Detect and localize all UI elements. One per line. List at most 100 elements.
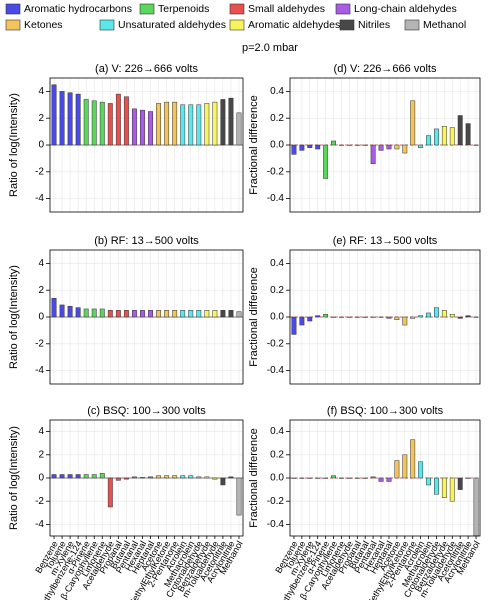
bar [228, 97, 234, 146]
bar [441, 125, 447, 146]
bar [236, 477, 242, 516]
bar [123, 96, 129, 146]
bar [131, 310, 137, 318]
bar [370, 144, 376, 165]
bar [378, 144, 384, 151]
bar [140, 310, 145, 318]
bar [164, 101, 170, 146]
panel-title: (e) RF: 13→500 volts [333, 235, 438, 247]
bar [291, 144, 297, 155]
bar [196, 310, 202, 318]
bar [99, 101, 105, 146]
bar [386, 477, 392, 482]
y-tick-label: -4 [35, 365, 44, 376]
y-tick-label: 4 [38, 426, 44, 437]
y-tick-label: 2 [38, 449, 44, 460]
legend-label: Ketones [24, 19, 63, 31]
bar [220, 310, 226, 318]
y-axis-label: Fractional difference [248, 267, 260, 366]
legend-swatch [229, 3, 245, 15]
bar [220, 99, 226, 146]
y-tick-label: 2 [38, 285, 44, 296]
bar [402, 454, 408, 479]
y-tick-label: 0.4 [270, 86, 284, 97]
plot-frame [49, 419, 244, 537]
bar [204, 310, 210, 318]
y-tick-label: 2 [38, 113, 44, 124]
bar [140, 477, 145, 479]
bar [99, 473, 105, 479]
y-tick-label: -0.4 [267, 519, 285, 530]
panel-title: (b) RF: 13→500 volts [94, 235, 199, 247]
y-tick-label: 0 [38, 312, 44, 323]
bar [164, 310, 170, 318]
bar [418, 461, 424, 479]
bar [67, 474, 73, 479]
bar [473, 477, 479, 537]
legend-swatch [139, 3, 155, 15]
bar [418, 144, 424, 148]
legend-swatch [404, 19, 420, 31]
bar [394, 316, 400, 320]
panel-title: (a) V: 226→666 volts [95, 63, 198, 75]
bar [107, 477, 113, 508]
legend-swatch [5, 3, 21, 15]
y-tick-label: -2 [35, 338, 44, 349]
bar [457, 316, 463, 319]
bar [236, 112, 242, 146]
plot-frame [289, 77, 481, 213]
bar [291, 316, 297, 335]
legend-label: Small aldehydes [248, 3, 325, 15]
bar [410, 439, 416, 479]
bar [59, 304, 65, 318]
bar [172, 101, 178, 146]
bar [386, 144, 392, 150]
bar [67, 92, 73, 146]
bar [402, 316, 408, 326]
bar [441, 310, 447, 318]
bar [75, 307, 81, 318]
bar [164, 475, 170, 479]
bar [180, 310, 186, 318]
bar [434, 307, 439, 318]
bar [51, 474, 57, 479]
bar [426, 477, 431, 486]
panel-title: (d) V: 226→666 volts [334, 63, 437, 75]
bar [212, 477, 218, 480]
panel-title: (c) BSQ: 100→300 volts [87, 405, 206, 417]
y-tick-label: 0.0 [270, 312, 284, 323]
y-axis-label: Ratio of log(Intensity) [8, 265, 20, 369]
bar [457, 115, 463, 146]
bar [188, 310, 194, 318]
bar [236, 311, 242, 318]
bar [140, 109, 145, 146]
bar [457, 477, 463, 490]
bar [131, 108, 137, 146]
bar [115, 93, 121, 146]
y-tick-label: 4 [38, 258, 44, 269]
bar [188, 475, 194, 479]
bar [378, 477, 384, 482]
legend-label: Aromatic hydrocarbons [24, 3, 132, 15]
y-axis-label: Fractional difference [248, 95, 260, 194]
bar [204, 476, 210, 479]
bar [83, 99, 89, 146]
bar [59, 474, 65, 479]
bar [115, 310, 121, 318]
bar [441, 477, 447, 498]
y-tick-label: -4 [35, 519, 44, 530]
bar [91, 474, 97, 479]
legend-label: Terpenoids [158, 3, 209, 15]
bar [418, 315, 424, 318]
y-tick-label: -0.2 [267, 496, 285, 507]
y-tick-label: -0.4 [267, 193, 285, 204]
bar [180, 104, 186, 146]
bar [402, 144, 408, 154]
y-tick-label: 4 [38, 86, 44, 97]
bar [156, 475, 162, 479]
bar [196, 104, 202, 146]
bar [228, 476, 234, 479]
y-tick-label: -0.2 [267, 338, 285, 349]
bar [212, 101, 218, 146]
